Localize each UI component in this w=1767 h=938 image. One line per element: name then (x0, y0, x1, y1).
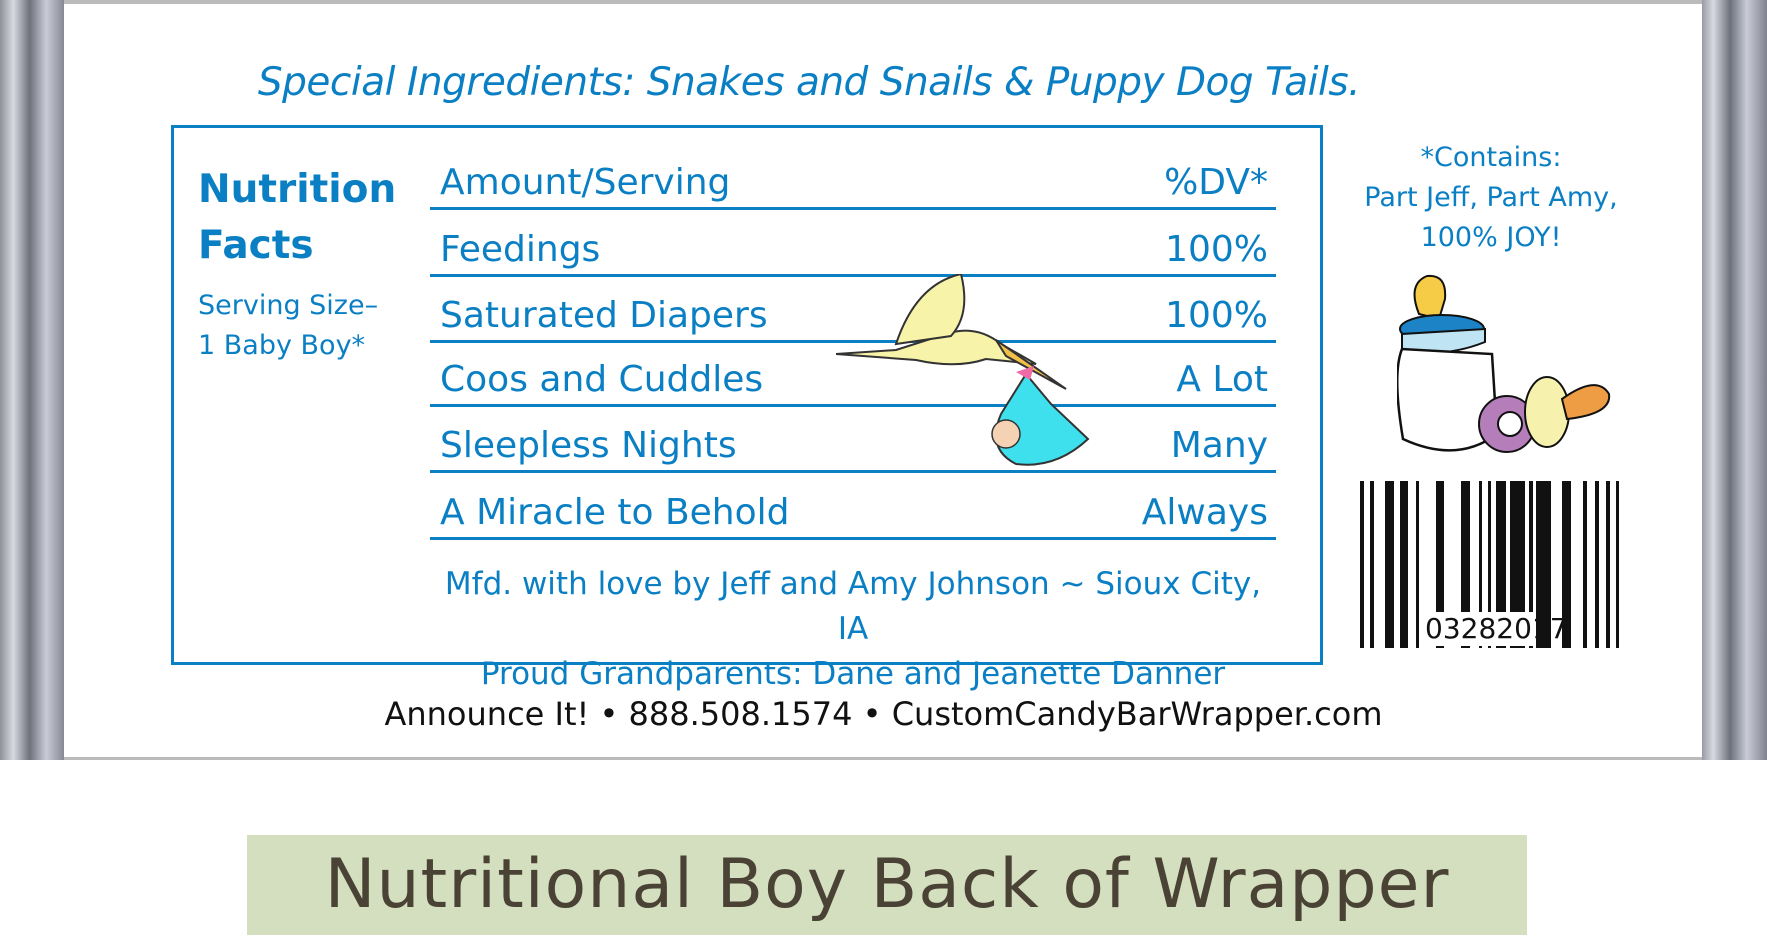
table-row: A Miracle to Behold Always (430, 492, 1276, 540)
row-label: Amount/Serving (440, 162, 731, 203)
row-label: Saturated Diapers (440, 295, 768, 336)
barcode-bar (1385, 481, 1394, 648)
barcode-bar (1536, 481, 1551, 648)
row-label: A Miracle to Behold (440, 492, 790, 533)
caption-banner: Nutritional Boy Back of Wrapper (247, 835, 1527, 935)
barcode-bar (1616, 481, 1619, 648)
contains-line2: Part Jeff, Part Amy, (1364, 182, 1618, 213)
stork-with-baby-icon (836, 274, 1090, 466)
row-value: A Lot (1176, 359, 1268, 400)
barcode-bar (1370, 481, 1374, 648)
contains-line3: 100% JOY! (1420, 222, 1562, 253)
barcode-bar (1510, 481, 1525, 648)
separator: • (862, 695, 882, 733)
special-ingredients: Special Ingredients: Snakes and Snails &… (257, 60, 1361, 105)
barcode-bar (1496, 481, 1506, 648)
barcode-bar (1583, 481, 1587, 648)
barcode-icon (1360, 481, 1619, 648)
table-row: Sleepless Nights Many (430, 425, 1276, 473)
row-value: 100% (1165, 295, 1268, 336)
barcode-bar (1360, 481, 1364, 648)
row-label: Sleepless Nights (440, 425, 737, 466)
barcode-bar (1562, 481, 1571, 648)
barcode-bar (1416, 481, 1419, 648)
title-line1: Nutrition (198, 167, 397, 212)
footer-website[interactable]: CustomCandyBarWrapper.com (891, 695, 1383, 733)
row-label: Coos and Cuddles (440, 359, 764, 400)
serving-line1: Serving Size– (198, 290, 379, 321)
barcode-number: 03282017 (1425, 612, 1568, 646)
table-row: Amount/Serving %DV* (430, 162, 1276, 210)
row-label: Feedings (440, 229, 601, 270)
nutrition-box (171, 125, 1323, 665)
serving-line2: 1 Baby Boy* (198, 330, 366, 361)
contains-line1: *Contains: (1420, 142, 1562, 173)
barcode-bar (1595, 481, 1599, 648)
footer-brand: Announce It! (384, 695, 590, 733)
table-row: Saturated Diapers 100% (430, 295, 1276, 343)
barcode-bar (1479, 481, 1482, 648)
separator: • (599, 695, 619, 733)
grandparents-line: Proud Grandparents: Dane and Jeanette Da… (480, 656, 1226, 692)
table-row: Coos and Cuddles A Lot (430, 359, 1276, 407)
row-value: Always (1141, 492, 1268, 533)
foil-left (0, 0, 66, 760)
table-row: Feedings 100% (430, 229, 1276, 277)
barcode-bar (1488, 481, 1491, 648)
row-value: %DV* (1164, 162, 1268, 203)
footer: Announce It! • 888.508.1574 • CustomCand… (0, 695, 1767, 733)
title-line2: Facts (198, 223, 314, 268)
row-value: Many (1170, 425, 1268, 466)
foil-right (1700, 0, 1767, 760)
barcode-bar (1461, 481, 1470, 648)
barcode-bar (1529, 481, 1533, 648)
contains-note: *Contains: Part Jeff, Part Amy, 100% JOY! (1340, 138, 1642, 258)
nutrition-facts-title: Nutrition Facts (198, 162, 396, 274)
footer-phone: 888.508.1574 (628, 695, 853, 733)
serving-size: Serving Size– 1 Baby Boy* (198, 286, 378, 366)
mfd-line1: Mfd. with love by Jeff and Amy Johnson ~… (444, 566, 1262, 647)
barcode-bar (1606, 481, 1610, 648)
barcode-bar (1400, 481, 1408, 648)
baby-bottle-icon (1397, 274, 1611, 453)
manufacturer-info: Mfd. with love by Jeff and Amy Johnson ~… (430, 562, 1276, 697)
barcode-bar (1436, 481, 1444, 648)
row-value: 100% (1165, 229, 1268, 270)
